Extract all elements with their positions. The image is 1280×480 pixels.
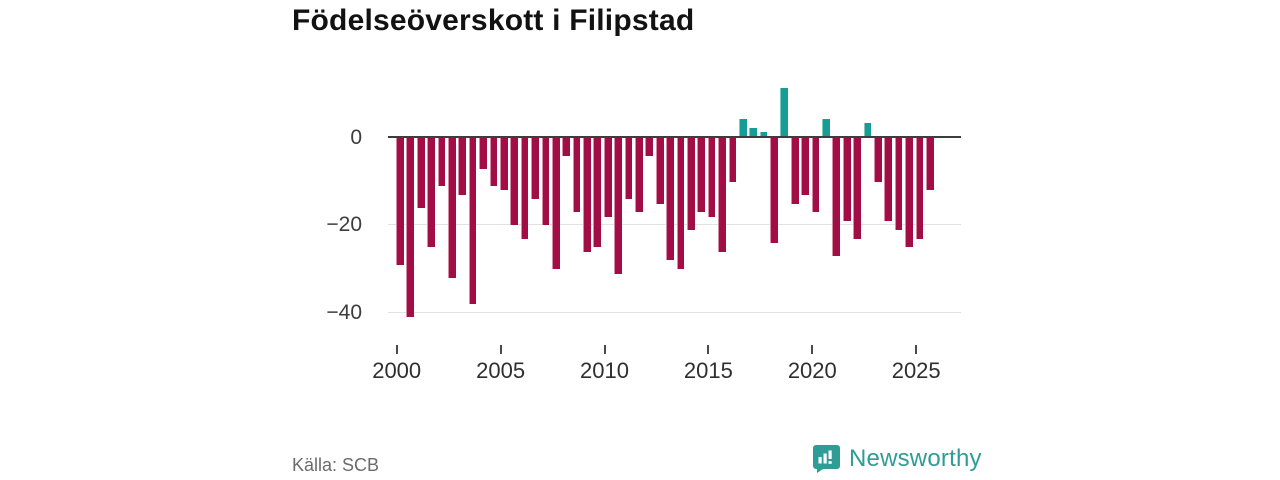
bar-2002-H2[interactable] (447, 138, 456, 278)
bar-2012-H2[interactable] (655, 138, 664, 204)
bar-2003-H2[interactable] (468, 138, 477, 305)
bar-2004-H2[interactable] (489, 138, 498, 187)
bar-2001-H2[interactable] (427, 138, 435, 248)
bar-2025-H1[interactable] (915, 138, 924, 239)
x-axis-tick (811, 345, 814, 354)
bar-2016-H1[interactable] (728, 138, 737, 182)
bar-2021-H1[interactable] (832, 138, 841, 256)
zero-axis-line (388, 136, 961, 138)
bar-2007-H1[interactable] (541, 138, 550, 226)
bar-2023-H2[interactable] (884, 138, 893, 221)
x-axis-tick-label: 2010 (580, 358, 629, 383)
bar-2016-H2[interactable] (738, 119, 747, 137)
x-axis-tick (499, 345, 502, 354)
bar-2020-H2[interactable] (822, 119, 830, 137)
bar-2019-H1[interactable] (790, 138, 799, 204)
bar-2011-H2[interactable] (635, 138, 643, 213)
bar-2008-H1[interactable] (562, 138, 570, 156)
bar-2009-H2[interactable] (593, 138, 602, 248)
bar-2000-H2[interactable] (406, 138, 415, 318)
x-axis-tick (395, 345, 398, 354)
bar-2013-H2[interactable] (676, 138, 685, 270)
bar-2001-H1[interactable] (416, 138, 425, 208)
bar-2024-H1[interactable] (894, 138, 903, 230)
x-axis-tick (603, 345, 606, 354)
bar-2024-H2[interactable] (905, 138, 913, 248)
bar-2017-H1[interactable] (749, 127, 758, 137)
chart-title: Födelseöverskott i Filipstad (292, 4, 695, 37)
bar-2005-H2[interactable] (510, 138, 519, 226)
bar-2000-H1[interactable] (396, 138, 404, 265)
bar-2023-H1[interactable] (873, 138, 882, 182)
y-axis-tick-label: 0 (350, 126, 362, 149)
x-axis-tick-label: 2025 (891, 358, 941, 383)
y-axis-tick-label: −20 (326, 213, 362, 236)
bar-2015-H1[interactable] (707, 138, 716, 217)
bar-2019-H2[interactable] (801, 138, 809, 195)
bar-2008-H2[interactable] (572, 138, 581, 213)
x-axis-tick (915, 345, 918, 354)
newsworthy-brand: Newsworthy (812, 444, 982, 473)
bar-2020-H1[interactable] (811, 138, 820, 213)
bar-2022-H1[interactable] (853, 138, 861, 239)
bar-2018-H1[interactable] (770, 138, 778, 243)
bar-2005-H1[interactable] (499, 138, 508, 191)
gridline-y-40 (388, 312, 961, 313)
x-axis-tick (707, 345, 710, 354)
bar-2014-H2[interactable] (697, 138, 706, 213)
bar-2018-H2[interactable] (780, 88, 789, 137)
bar-2009-H1[interactable] (583, 138, 591, 252)
newsworthy-logo-icon (812, 444, 841, 473)
source-note: Källa: SCB (292, 455, 380, 475)
bar-2012-H1[interactable] (645, 138, 654, 156)
bar-2014-H1[interactable] (686, 138, 695, 230)
x-axis-tick-label: 2000 (372, 358, 422, 383)
bar-2004-H1[interactable] (479, 138, 487, 169)
bar-2015-H2[interactable] (718, 138, 726, 252)
bar-2017-H2[interactable] (759, 132, 768, 137)
bar-2011-H1[interactable] (624, 138, 633, 200)
bar-2013-H1[interactable] (666, 138, 674, 261)
bar-2025-H2[interactable] (925, 138, 934, 191)
x-axis-tick-label: 2020 (787, 358, 837, 383)
x-axis-tick-label: 2015 (683, 358, 733, 383)
bar-2007-H2[interactable] (551, 138, 560, 270)
gridline-y-20 (388, 224, 961, 225)
x-axis-tick-label: 2005 (476, 358, 526, 383)
bar-2006-H2[interactable] (531, 138, 539, 200)
bar-2010-H1[interactable] (603, 138, 612, 217)
bar-2006-H1[interactable] (520, 138, 529, 239)
bar-2022-H2[interactable] (863, 123, 872, 137)
y-axis-tick-label: −40 (326, 301, 362, 324)
bar-2021-H2[interactable] (842, 138, 851, 221)
newsworthy-wordmark: Newsworthy (849, 444, 982, 472)
bar-2003-H1[interactable] (458, 138, 467, 195)
bar-2002-H1[interactable] (437, 138, 446, 187)
bar-2010-H2[interactable] (614, 138, 622, 274)
